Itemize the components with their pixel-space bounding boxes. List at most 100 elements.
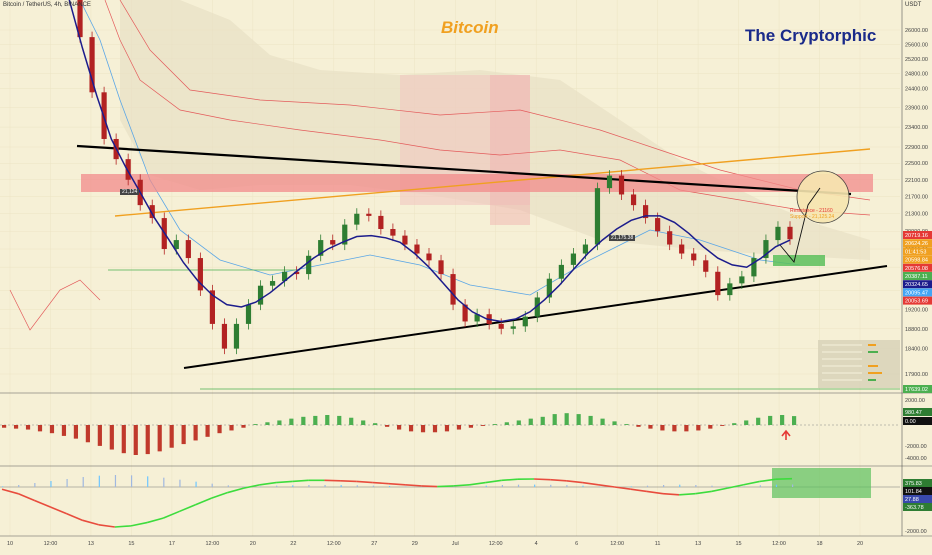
x-tick-label: 12:00	[327, 541, 341, 547]
momentum-segment	[292, 480, 308, 481]
momentum-bar	[131, 475, 132, 487]
momentum-segment	[66, 514, 82, 521]
candle-body	[186, 240, 191, 258]
momentum-bar	[18, 485, 19, 487]
candle-body	[511, 326, 516, 328]
histogram-bar	[732, 423, 736, 425]
histogram-bar	[241, 425, 245, 428]
momentum-segment	[550, 480, 566, 481]
candle-body	[631, 194, 636, 205]
y-tick-label: 25200.00	[905, 57, 928, 63]
momentum-segment	[373, 483, 389, 484]
momentum-bar	[582, 486, 583, 487]
candle-body	[523, 317, 528, 327]
histogram-bar	[265, 422, 269, 425]
histogram-bar	[229, 425, 233, 430]
momentum-segment	[744, 481, 760, 484]
candle-body	[655, 218, 660, 231]
histogram-bar	[50, 425, 54, 433]
momentum-segment	[131, 523, 147, 526]
osc-labels: 2000.000.00-2000.00-4000.00980.470.00375…	[903, 398, 932, 535]
histogram-bar	[612, 421, 616, 425]
histogram-bar	[146, 425, 150, 454]
y-tick-label: 18800.00	[905, 327, 928, 333]
histogram-bar	[62, 425, 66, 436]
momentum-bar	[228, 485, 229, 487]
candle-body	[607, 176, 612, 189]
x-tick-label: 20	[857, 541, 863, 547]
candle-body	[414, 245, 419, 254]
candle-body	[438, 260, 443, 274]
momentum-bar	[260, 486, 261, 487]
candle-body	[727, 283, 732, 295]
momentum-bar	[663, 485, 664, 487]
y-tick-label: 17900.00	[905, 372, 928, 378]
x-tick-label: 18	[816, 541, 822, 547]
histogram-bar	[301, 417, 305, 425]
momentum-segment	[534, 479, 550, 480]
momentum-segment	[695, 491, 711, 493]
histogram-bar	[289, 419, 293, 425]
coin-title: Bitcoin	[441, 18, 499, 38]
histogram-bar	[648, 425, 652, 429]
histogram-bar	[529, 419, 533, 425]
momentum-segment	[18, 494, 34, 501]
histogram-bar	[565, 413, 569, 425]
histogram-bar	[457, 425, 461, 430]
histogram-bar	[98, 425, 102, 446]
histogram-bar	[409, 425, 413, 431]
momentum-segment	[663, 494, 679, 495]
momentum-segment	[115, 526, 131, 527]
histogram-bar	[38, 425, 42, 431]
y-tick-label: 24800.00	[905, 72, 928, 78]
momentum-segment	[357, 481, 373, 482]
histogram-bar	[517, 420, 521, 425]
histogram-bar	[577, 414, 581, 425]
candle-body	[450, 274, 455, 305]
candle-body	[679, 245, 684, 254]
histogram-bar	[14, 425, 18, 429]
histogram-bar	[170, 425, 174, 448]
candle-body	[330, 240, 335, 244]
momentum-segment	[276, 481, 292, 482]
momentum-segment	[389, 484, 405, 485]
histogram-bar	[780, 415, 784, 425]
momentum-segment	[437, 486, 453, 487]
histogram-bar	[445, 425, 449, 431]
momentum-bar	[566, 485, 567, 487]
x-tick-label: 12:00	[205, 541, 219, 547]
histogram-bar	[122, 425, 126, 453]
histogram-bar	[660, 425, 664, 430]
x-tick-label: 12:00	[610, 541, 624, 547]
histogram-tick-label: -2000.00	[905, 444, 927, 450]
momentum-segment	[83, 520, 99, 524]
y-tick-label: 18400.00	[905, 347, 928, 353]
histogram-bar	[373, 423, 377, 425]
momentum-bar	[147, 476, 148, 487]
y-tick-label: 22500.00	[905, 161, 928, 167]
symbol-line: Bitcoin / TetherUS, 4h, BINANCE	[3, 2, 91, 8]
momentum-bar	[115, 475, 116, 487]
histogram-bar	[313, 416, 317, 425]
momentum-segment	[341, 481, 357, 482]
x-tick-label: 15	[128, 541, 134, 547]
y-tick-label: 21700.00	[905, 195, 928, 201]
histogram-bar	[505, 422, 509, 425]
x-tick-label: 10	[7, 541, 13, 547]
candle-body	[787, 227, 792, 239]
y-tick-label: 22900.00	[905, 145, 928, 151]
momentum-bar	[776, 485, 777, 487]
x-tick-label: 11	[655, 541, 661, 547]
momentum-bar	[631, 486, 632, 487]
candle-body	[426, 254, 431, 261]
histogram-bar	[744, 420, 748, 425]
histogram-value-label: 980.47	[905, 410, 922, 416]
histogram-tick-label: -4000.00	[905, 456, 927, 462]
candle-body	[354, 214, 359, 225]
histogram-bar	[696, 425, 700, 430]
candle-body	[378, 216, 383, 229]
momentum-bar	[679, 485, 680, 487]
momentum-bar	[599, 486, 600, 487]
momentum-segment	[228, 488, 244, 492]
histogram-bar	[2, 425, 6, 428]
